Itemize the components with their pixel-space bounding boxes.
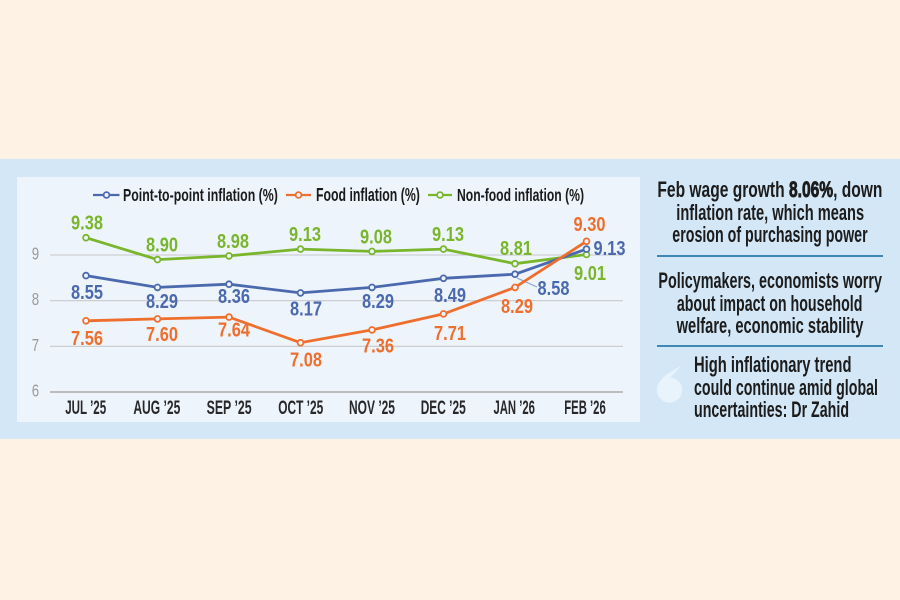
svg-text:8.17: 8.17 — [290, 297, 322, 320]
svg-text:Point-to-point inflation (%): Point-to-point inflation (%) — [123, 186, 278, 206]
svg-text:FEB ’26: FEB ’26 — [564, 398, 606, 419]
svg-text:9.30: 9.30 — [574, 212, 606, 235]
svg-text:Non-food inflation (%): Non-food inflation (%) — [457, 186, 584, 206]
svg-text:9.08: 9.08 — [360, 225, 392, 248]
svg-text:7.08: 7.08 — [290, 348, 322, 371]
svg-text:7.60: 7.60 — [146, 322, 178, 345]
svg-text:Food inflation (%): Food inflation (%) — [316, 186, 420, 206]
svg-text:8.81: 8.81 — [500, 236, 532, 259]
svg-text:9.13: 9.13 — [289, 222, 321, 245]
svg-text:6: 6 — [32, 382, 39, 401]
svg-text:8.29: 8.29 — [501, 294, 533, 317]
svg-text:9: 9 — [32, 245, 39, 264]
svg-text:8: 8 — [32, 291, 39, 310]
svg-text:8.36: 8.36 — [218, 284, 250, 307]
svg-text:7.64: 7.64 — [218, 318, 250, 341]
svg-text:8.58: 8.58 — [538, 276, 570, 299]
svg-text:DEC ’25: DEC ’25 — [421, 398, 466, 418]
svg-text:7: 7 — [32, 336, 39, 355]
svg-text:7.56: 7.56 — [71, 326, 103, 349]
svg-text:8.98: 8.98 — [217, 229, 249, 252]
svg-text:8.55: 8.55 — [71, 280, 103, 303]
svg-text:9.13: 9.13 — [594, 236, 626, 259]
svg-text:8.29: 8.29 — [146, 289, 178, 312]
svg-text:9.13: 9.13 — [432, 222, 464, 245]
svg-text:NOV ’25: NOV ’25 — [349, 398, 395, 418]
svg-text:AUG ’25: AUG ’25 — [133, 398, 180, 418]
svg-text:8.29: 8.29 — [362, 289, 394, 312]
svg-text:OCT ’25: OCT ’25 — [278, 398, 323, 418]
svg-text:7.36: 7.36 — [362, 334, 394, 357]
svg-text:JAN ’26: JAN ’26 — [493, 398, 535, 419]
svg-text:SEP ’25: SEP ’25 — [207, 398, 252, 418]
svg-text:9.38: 9.38 — [71, 211, 103, 234]
svg-text:JUL ’25: JUL ’25 — [65, 398, 106, 419]
svg-text:8.90: 8.90 — [146, 233, 178, 256]
svg-text:7.71: 7.71 — [434, 321, 466, 344]
svg-text:9.01: 9.01 — [574, 261, 606, 284]
svg-text:8.49: 8.49 — [434, 283, 466, 306]
